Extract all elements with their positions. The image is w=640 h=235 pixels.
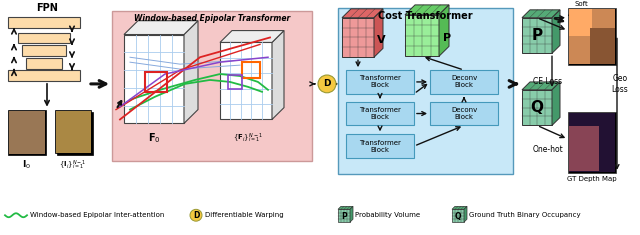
- Bar: [342, 18, 374, 57]
- Bar: [569, 9, 592, 36]
- Text: D: D: [193, 211, 199, 220]
- Polygon shape: [522, 82, 560, 90]
- Text: P: P: [341, 212, 347, 221]
- Bar: [568, 112, 616, 173]
- Text: V: V: [377, 35, 385, 45]
- Text: Deconv
Block: Deconv Block: [451, 75, 477, 88]
- Bar: [57, 112, 93, 155]
- Bar: [569, 9, 615, 64]
- Bar: [569, 126, 599, 171]
- Bar: [346, 102, 414, 125]
- Text: Cost Transformer: Cost Transformer: [378, 11, 473, 21]
- Bar: [220, 43, 272, 119]
- Polygon shape: [124, 21, 198, 35]
- Text: Ground Truth Binary Occupancy: Ground Truth Binary Occupancy: [469, 212, 580, 218]
- Bar: [145, 72, 167, 92]
- Bar: [124, 35, 184, 123]
- Bar: [590, 27, 615, 64]
- Bar: [569, 113, 615, 172]
- Polygon shape: [342, 9, 383, 18]
- Text: D: D: [323, 79, 331, 88]
- Text: One-hot: One-hot: [532, 145, 563, 154]
- Polygon shape: [552, 10, 560, 53]
- Bar: [8, 110, 46, 155]
- Circle shape: [190, 209, 202, 221]
- Bar: [522, 90, 552, 125]
- Bar: [228, 75, 242, 89]
- Polygon shape: [338, 206, 353, 209]
- Text: $\{\mathbf{F}_i\}_{i=1}^{N-1}$: $\{\mathbf{F}_i\}_{i=1}^{N-1}$: [233, 131, 263, 145]
- Text: CE Loss: CE Loss: [533, 77, 563, 86]
- Bar: [568, 8, 616, 65]
- Text: GT Depth Map: GT Depth Map: [567, 176, 617, 182]
- Bar: [346, 134, 414, 158]
- Text: Transformer
Block: Transformer Block: [359, 140, 401, 153]
- Text: Soft: Soft: [574, 1, 588, 7]
- Polygon shape: [552, 82, 560, 125]
- Text: P: P: [443, 33, 451, 43]
- Bar: [452, 209, 464, 222]
- Polygon shape: [439, 5, 449, 56]
- Polygon shape: [405, 5, 449, 15]
- Bar: [430, 70, 498, 94]
- Text: Q: Q: [531, 100, 543, 115]
- Text: $\mathbf{I}_0$: $\mathbf{I}_0$: [22, 159, 31, 172]
- Text: $\{\mathbf{I}_i\}_{i=1}^{N-1}$: $\{\mathbf{I}_i\}_{i=1}^{N-1}$: [60, 159, 87, 172]
- Bar: [112, 11, 312, 161]
- Bar: [55, 110, 91, 153]
- Bar: [338, 8, 513, 174]
- Bar: [405, 15, 439, 56]
- Bar: [56, 110, 91, 153]
- Bar: [8, 70, 80, 81]
- Bar: [338, 209, 350, 222]
- Text: Probability Volume: Probability Volume: [355, 212, 420, 218]
- Bar: [8, 17, 80, 27]
- Bar: [22, 45, 66, 56]
- Polygon shape: [184, 21, 198, 123]
- Text: Argmin: Argmin: [568, 11, 593, 17]
- Text: Window-based Epipolar Transformer: Window-based Epipolar Transformer: [134, 14, 290, 23]
- Circle shape: [318, 75, 336, 93]
- Polygon shape: [452, 206, 467, 209]
- Bar: [26, 58, 62, 69]
- Text: Q: Q: [455, 212, 461, 221]
- Text: Differentiable Warping: Differentiable Warping: [205, 212, 284, 218]
- Bar: [9, 110, 45, 154]
- Bar: [346, 70, 414, 94]
- Text: $\mathbf{F}_0$: $\mathbf{F}_0$: [148, 131, 161, 145]
- Polygon shape: [374, 9, 383, 57]
- Text: Geo
Loss: Geo Loss: [612, 74, 628, 94]
- Bar: [18, 32, 70, 43]
- Text: P: P: [531, 28, 543, 43]
- Polygon shape: [272, 31, 284, 119]
- Polygon shape: [522, 10, 560, 18]
- Text: FPN: FPN: [36, 3, 58, 13]
- Polygon shape: [220, 31, 284, 43]
- Text: Transformer
Block: Transformer Block: [359, 75, 401, 88]
- Text: Window-based Epipolar Inter-attention: Window-based Epipolar Inter-attention: [30, 212, 164, 218]
- Polygon shape: [350, 206, 353, 222]
- Bar: [242, 62, 260, 78]
- Text: Deconv
Block: Deconv Block: [451, 107, 477, 120]
- Polygon shape: [464, 206, 467, 222]
- Text: Transformer
Block: Transformer Block: [359, 107, 401, 120]
- Bar: [430, 102, 498, 125]
- Bar: [522, 18, 552, 53]
